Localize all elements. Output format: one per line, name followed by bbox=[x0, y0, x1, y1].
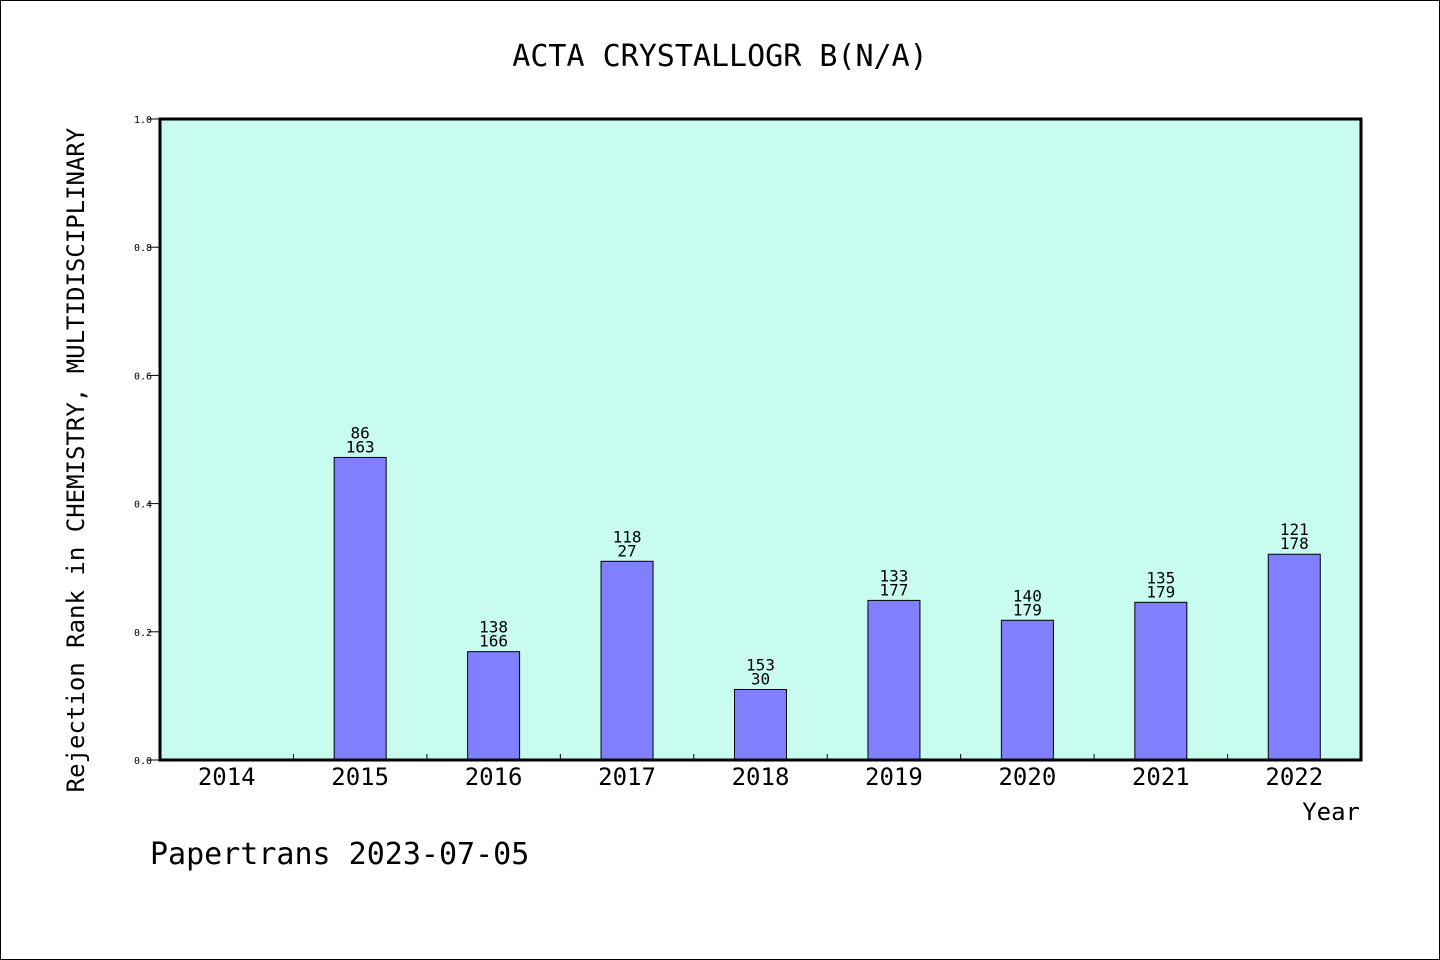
y-axis-label: Rejection Rank in CHEMISTRY, MULTIDISCIP… bbox=[62, 127, 90, 792]
x-tick-label: 2018 bbox=[732, 763, 790, 791]
bar bbox=[467, 651, 521, 761]
x-tick-label: 2022 bbox=[1265, 763, 1323, 791]
chart-title: ACTA CRYSTALLOGR B(N/A) bbox=[512, 39, 927, 74]
x-tick-label: 2016 bbox=[465, 763, 523, 791]
bar-label-bottom: 27 bbox=[617, 541, 636, 560]
bar-label-top: 153 bbox=[746, 655, 775, 674]
x-tick-label: 2019 bbox=[865, 763, 923, 791]
x-tick-label: 2014 bbox=[198, 763, 256, 791]
bar-label-top: 86 bbox=[351, 423, 370, 442]
bar bbox=[867, 599, 921, 761]
bar-label-bottom: 179 bbox=[1146, 582, 1175, 601]
y-tick-label: 0.4 bbox=[134, 500, 152, 511]
bar-label-bottom: 179 bbox=[1013, 600, 1042, 619]
bar bbox=[1267, 553, 1321, 761]
bar-label-bottom: 163 bbox=[346, 437, 375, 456]
y-tick-label: 0.2 bbox=[134, 628, 152, 639]
bar-label-bottom: 30 bbox=[751, 669, 770, 688]
bar-label-bottom: 166 bbox=[479, 632, 508, 651]
bar-label-top: 121 bbox=[1280, 520, 1309, 539]
bar-label-bottom: 178 bbox=[1280, 534, 1309, 553]
y-tick-label: 1.0 bbox=[134, 115, 152, 126]
bar-label-top: 118 bbox=[613, 527, 642, 546]
y-tick-label: 0.8 bbox=[134, 243, 152, 254]
x-axis: 2014 2015 2016 2017 2018 2019 2020 2021 2022 bbox=[198, 754, 1323, 791]
bars-group bbox=[333, 456, 1321, 761]
x-tick-label: 2021 bbox=[1132, 763, 1190, 791]
y-tick-label: 0.6 bbox=[134, 371, 152, 382]
bar-label-top: 140 bbox=[1013, 586, 1042, 605]
plot-border bbox=[158, 117, 1363, 762]
bar-label-bottom: 177 bbox=[879, 580, 908, 599]
x-axis-label: Year bbox=[1302, 798, 1360, 826]
bar bbox=[600, 560, 654, 761]
footer-credit: Papertrans 2023-07-05 bbox=[150, 837, 529, 872]
y-axis: 0.0 0.2 0.4 0.6 0.8 1.0 bbox=[134, 115, 160, 767]
x-tick-label: 2015 bbox=[331, 763, 389, 791]
bar-label-top: 138 bbox=[479, 618, 508, 637]
bar-label-top: 135 bbox=[1146, 568, 1175, 587]
y-tick-label: 0.0 bbox=[134, 756, 152, 767]
bar bbox=[734, 688, 787, 761]
bar bbox=[1000, 619, 1054, 761]
bar bbox=[1134, 601, 1188, 761]
x-tick-label: 2020 bbox=[998, 763, 1056, 791]
bar-label-top: 133 bbox=[879, 566, 908, 585]
x-tick-label: 2017 bbox=[598, 763, 656, 791]
bar bbox=[333, 456, 387, 761]
